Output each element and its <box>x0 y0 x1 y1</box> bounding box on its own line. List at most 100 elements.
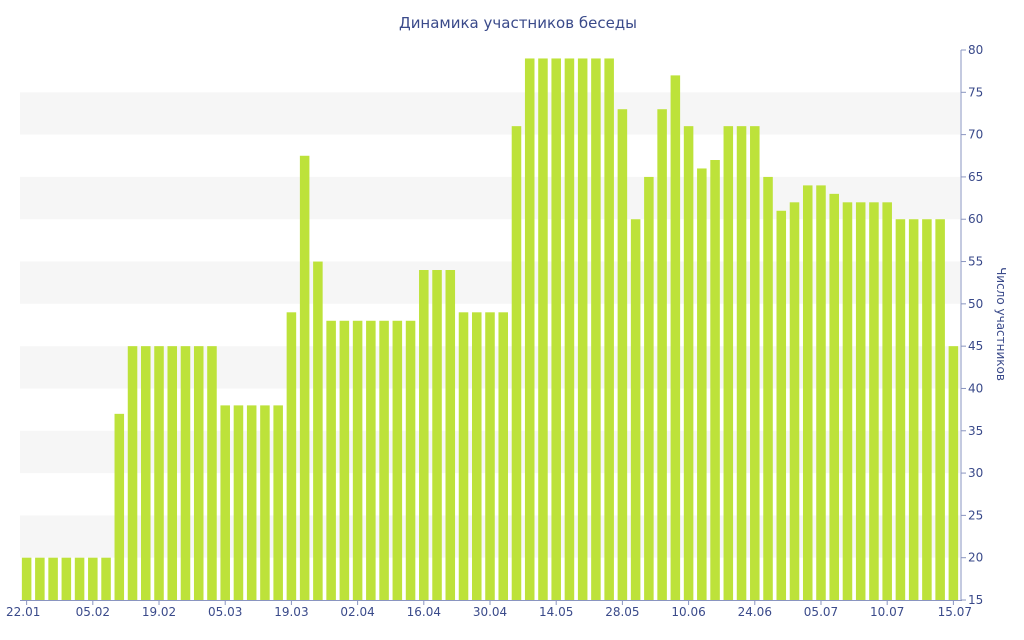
bar <box>524 58 535 600</box>
bar <box>88 557 98 600</box>
y-tick-label: 75 <box>968 85 983 99</box>
y-tick-label: 50 <box>968 297 983 311</box>
bar <box>750 126 760 601</box>
y-tick-label: 60 <box>968 212 983 226</box>
x-tick-label: 19.03 <box>274 605 308 619</box>
bar <box>683 126 694 601</box>
bar <box>154 346 164 600</box>
x-tick-label: 24.06 <box>738 605 772 619</box>
bar <box>21 557 32 600</box>
bar <box>207 346 217 600</box>
bar <box>101 557 111 600</box>
bar <box>379 320 389 600</box>
y-tick-label: 65 <box>968 170 983 184</box>
x-tick-label: 05.03 <box>208 605 242 619</box>
x-tick-label: 28.05 <box>605 605 639 619</box>
y-tick-label: 20 <box>968 551 983 565</box>
bar <box>789 202 800 601</box>
bar <box>498 312 509 600</box>
grid-band <box>20 92 960 135</box>
y-tick-label: 55 <box>968 255 983 269</box>
bar <box>366 320 376 600</box>
bar <box>908 219 919 600</box>
bar <box>405 320 416 600</box>
bar <box>710 160 720 600</box>
bar <box>697 168 707 600</box>
bar <box>511 126 522 601</box>
bar <box>802 185 813 600</box>
bar <box>564 58 575 600</box>
x-tick-label: 22.01 <box>6 605 40 619</box>
bar <box>829 193 839 600</box>
bar <box>167 346 178 600</box>
bar <box>61 557 72 600</box>
bar <box>273 405 283 600</box>
bar <box>736 126 747 601</box>
y-tick-label: 15 <box>968 593 983 607</box>
bar <box>855 202 866 601</box>
y-tick-label: 30 <box>968 466 983 480</box>
bar <box>763 176 773 600</box>
x-tick-label: 16.04 <box>407 605 441 619</box>
bar <box>670 75 681 600</box>
y-axis-ticks: 15 20 25 30 35 40 45 50 55 60 65 70 75 80 <box>960 43 983 607</box>
bar <box>630 219 641 600</box>
bar <box>141 346 151 600</box>
bar <box>816 185 826 600</box>
bar <box>432 270 442 600</box>
x-tick-label: 05.07 <box>804 605 838 619</box>
bar <box>577 58 588 600</box>
bar <box>74 557 85 600</box>
bar <box>233 405 244 600</box>
bar <box>869 202 879 601</box>
x-tick-label: 30.04 <box>473 605 507 619</box>
bars <box>21 58 959 601</box>
bar <box>180 346 191 600</box>
x-tick-label: 10.07 <box>870 605 904 619</box>
bar <box>485 312 495 600</box>
bar <box>657 109 667 600</box>
bar <box>538 58 548 600</box>
bar <box>114 413 125 600</box>
bar <box>895 219 906 600</box>
bar <box>299 155 310 600</box>
bar <box>551 58 561 600</box>
bar <box>644 176 654 600</box>
bar <box>313 261 323 600</box>
bar <box>193 346 204 600</box>
x-tick-label: 19.02 <box>142 605 176 619</box>
bar <box>127 346 138 600</box>
bar <box>604 58 614 600</box>
bar <box>35 557 45 600</box>
x-axis-ticks: 22.01 05.02 19.02 05.03 19.03 02.04 16.04 30.04… <box>6 600 972 619</box>
y-tick-label: 70 <box>968 128 983 142</box>
bar <box>445 270 456 600</box>
bar <box>922 219 932 600</box>
bar <box>48 557 58 600</box>
x-tick-label: 02.04 <box>340 605 374 619</box>
bar <box>882 202 892 601</box>
y-tick-label: 35 <box>968 424 983 438</box>
bar <box>392 320 403 600</box>
chart-title: Динамика участников беседы <box>399 14 637 32</box>
bar <box>220 405 230 600</box>
bar <box>723 126 734 601</box>
bar <box>776 210 787 600</box>
bar <box>326 320 336 600</box>
y-axis-label: Число участников <box>994 267 1008 381</box>
y-tick-label: 80 <box>968 43 983 57</box>
x-tick-label: 15.07 <box>938 605 972 619</box>
bar <box>352 320 363 600</box>
bar <box>617 109 628 600</box>
x-tick-label: 10.06 <box>671 605 705 619</box>
bar <box>842 202 853 601</box>
y-tick-label: 45 <box>968 339 983 353</box>
bar <box>471 312 482 600</box>
bar <box>935 219 945 600</box>
bar <box>286 312 297 600</box>
bar <box>948 346 959 600</box>
bar <box>419 270 429 600</box>
bar <box>591 58 601 600</box>
y-tick-label: 40 <box>968 381 983 395</box>
